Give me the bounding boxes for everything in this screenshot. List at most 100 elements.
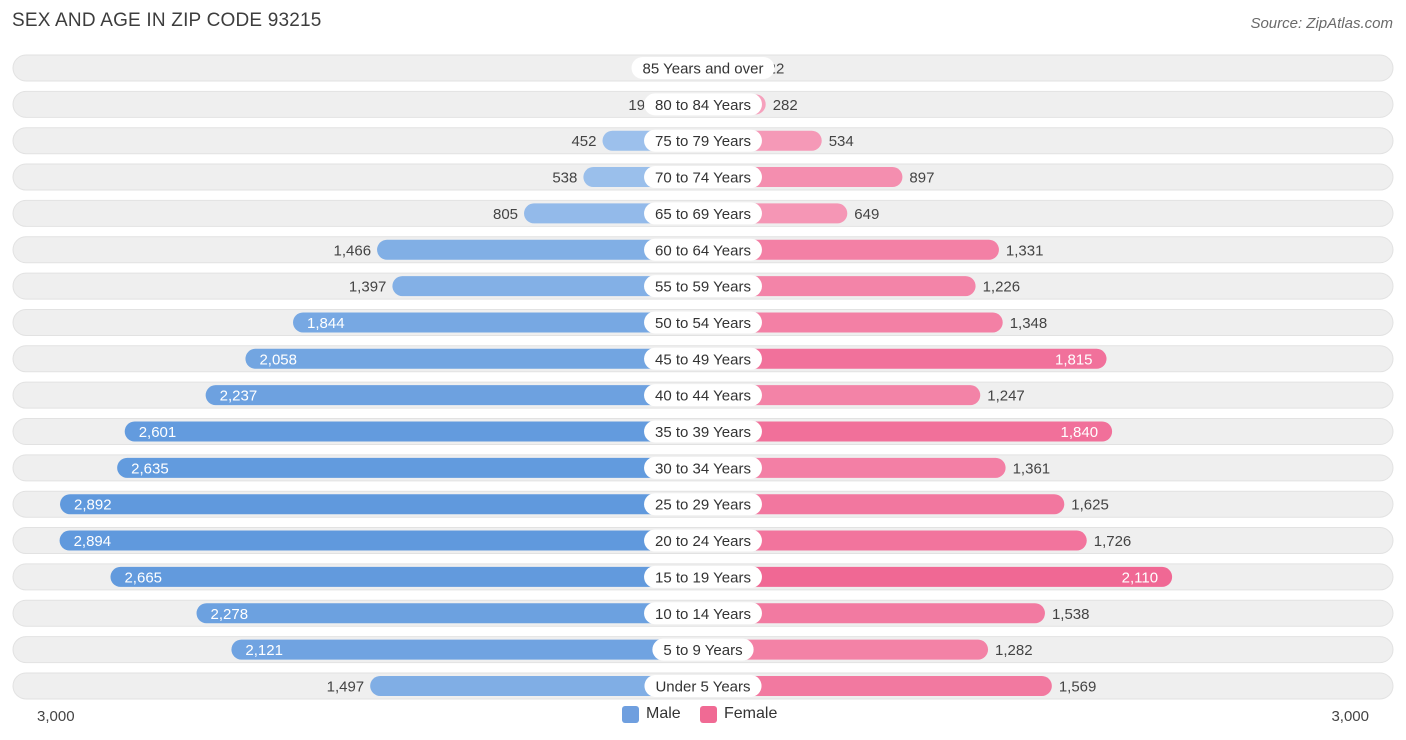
category-label: 25 to 29 Years	[655, 497, 751, 514]
male-value-label: 2,635	[131, 460, 169, 477]
male-bar[interactable]	[59, 530, 704, 551]
category-label-bg	[631, 57, 775, 79]
category-label-bg	[644, 602, 762, 625]
category-label-bg	[652, 638, 754, 661]
category-label: 15 to 19 Years	[655, 569, 751, 586]
male-value-label: 1,844	[307, 315, 345, 332]
male-value-label: 1,497	[327, 678, 365, 695]
female-bar[interactable]	[703, 494, 1065, 515]
category-label-bg	[644, 347, 762, 370]
female-bar[interactable]	[703, 566, 1173, 587]
category-label: 10 to 14 Years	[655, 606, 751, 623]
category-label-bg	[644, 129, 762, 152]
male-bar[interactable]	[196, 603, 704, 624]
male-bar[interactable]	[231, 639, 703, 660]
female-bar[interactable]	[703, 675, 1052, 696]
female-value-label: 1,361	[1013, 460, 1051, 477]
category-label-bg	[644, 456, 762, 479]
male-value-label: 2,892	[74, 497, 112, 514]
female-bar[interactable]	[703, 239, 999, 260]
male-value-label: 2,665	[124, 569, 162, 586]
female-bar[interactable]	[703, 421, 1113, 442]
female-value-label: 1,348	[1010, 315, 1048, 332]
category-label: 45 to 49 Years	[655, 351, 751, 368]
legend-item-male[interactable]: Male	[622, 705, 681, 723]
female-bar[interactable]	[703, 639, 989, 660]
category-label-bg	[644, 93, 762, 116]
legend-label-female: Female	[724, 705, 778, 722]
legend-swatch-male	[622, 705, 639, 723]
category-label: 5 to 9 Years	[663, 642, 742, 659]
female-bar[interactable]	[703, 385, 981, 406]
female-value-label: 1,247	[987, 388, 1025, 405]
male-value-label: 452	[571, 133, 596, 150]
male-bar[interactable]	[205, 385, 704, 406]
female-bar[interactable]	[703, 530, 1087, 551]
female-value-label: 534	[829, 133, 854, 150]
male-bar[interactable]	[293, 312, 703, 333]
legend-label-male: Male	[646, 705, 681, 722]
category-label: 40 to 44 Years	[655, 388, 751, 405]
female-bar[interactable]	[703, 457, 1006, 478]
female-bar[interactable]	[703, 603, 1045, 624]
category-label: 35 to 39 Years	[655, 424, 751, 441]
chart-title: SEX AND AGE IN ZIP CODE 93215	[12, 10, 322, 31]
male-value-label: 2,894	[74, 533, 112, 550]
category-label: 80 to 84 Years	[655, 97, 751, 114]
female-value-label: 1,726	[1094, 533, 1132, 550]
category-label: 20 to 24 Years	[655, 533, 751, 550]
male-value-label: 2,121	[245, 642, 283, 659]
male-value-label: 805	[493, 206, 518, 223]
male-bar[interactable]	[110, 566, 703, 587]
category-label: 55 to 59 Years	[655, 279, 751, 296]
male-value-label: 538	[552, 170, 577, 187]
male-bar[interactable]	[60, 494, 703, 515]
category-label-bg	[644, 275, 762, 298]
female-bar[interactable]	[703, 348, 1107, 369]
male-value-label: 1,466	[334, 242, 372, 259]
category-label-bg	[644, 202, 762, 225]
male-value-label: 2,058	[259, 351, 297, 368]
male-value-label: 2,278	[211, 606, 249, 623]
female-value-label: 2,110	[1122, 569, 1158, 586]
category-label: 60 to 64 Years	[655, 242, 751, 259]
male-value-label: 1,397	[349, 279, 387, 296]
male-bar[interactable]	[377, 239, 703, 260]
male-bar[interactable]	[370, 675, 703, 696]
category-label: 85 Years and over	[643, 61, 764, 78]
axis-min-label: 3,000	[37, 708, 75, 725]
category-label: 50 to 54 Years	[655, 315, 751, 332]
category-label-bg	[644, 420, 762, 443]
legend-swatch-female	[700, 705, 717, 723]
legend-item-female[interactable]: Female	[700, 705, 777, 723]
female-value-label: 1,282	[995, 642, 1033, 659]
male-bar[interactable]	[124, 421, 703, 442]
category-label-bg	[644, 384, 762, 407]
category-label-bg	[644, 529, 762, 552]
category-label-bg	[644, 238, 762, 261]
female-value-label: 1,226	[983, 279, 1021, 296]
category-label-bg	[644, 166, 762, 189]
male-bar[interactable]	[392, 276, 703, 297]
female-value-label: 1,331	[1006, 242, 1044, 259]
category-label: 65 to 69 Years	[655, 206, 751, 223]
female-value-label: 649	[854, 206, 879, 223]
legend: Male Female	[0, 705, 1406, 727]
category-label-bg	[644, 674, 762, 697]
female-bar[interactable]	[703, 276, 976, 297]
category-label: 70 to 74 Years	[655, 170, 751, 187]
category-label-bg	[644, 565, 762, 588]
source-label: Source: ZipAtlas.com	[1250, 15, 1393, 32]
female-value-label: 1,625	[1071, 497, 1109, 514]
category-label-bg	[644, 493, 762, 516]
female-value-label: 1,569	[1059, 678, 1097, 695]
category-label: 75 to 79 Years	[655, 133, 751, 150]
male-bar[interactable]	[117, 457, 703, 478]
axis-max-label: 3,000	[1331, 708, 1369, 725]
female-bar[interactable]	[703, 312, 1003, 333]
female-value-label: 1,538	[1052, 606, 1090, 623]
male-bar[interactable]	[245, 348, 704, 369]
female-value-label: 1,840	[1061, 424, 1099, 441]
